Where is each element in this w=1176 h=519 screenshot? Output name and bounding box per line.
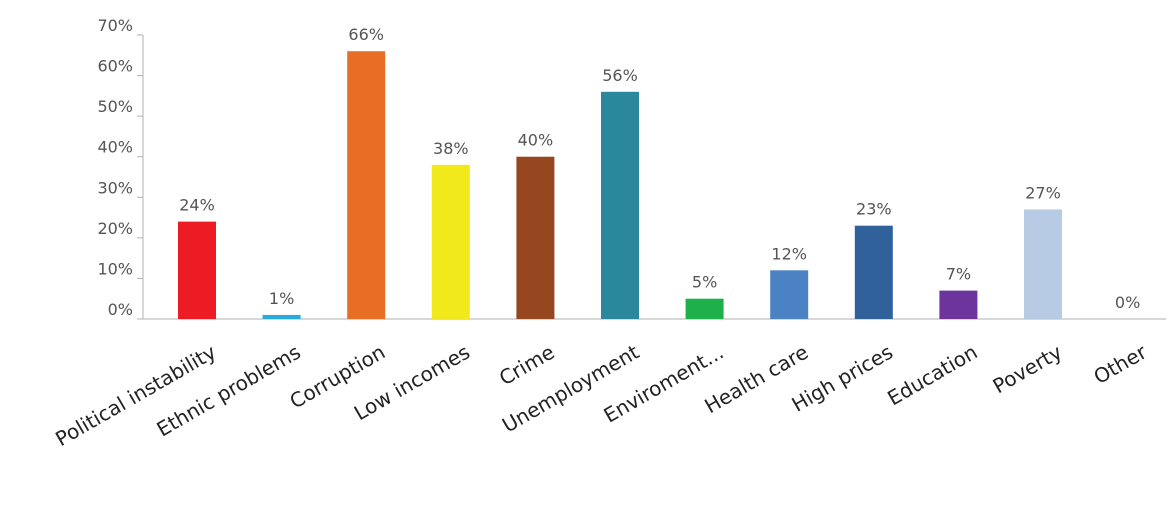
data-label: 24%: [179, 196, 215, 215]
data-label: 23%: [856, 200, 892, 219]
data-label: 56%: [602, 66, 638, 85]
data-label: 12%: [771, 244, 807, 263]
y-tick-label: 0%: [108, 300, 133, 319]
bar: [347, 51, 386, 319]
bar: [516, 156, 555, 319]
data-label: 38%: [433, 139, 469, 158]
data-label: 1%: [269, 289, 294, 308]
x-category-label: Education: [883, 340, 981, 411]
data-label: 0%: [1115, 293, 1140, 312]
bar: [178, 221, 216, 319]
x-category-label: Poverty: [989, 340, 1067, 399]
bar: [262, 314, 301, 319]
data-labels: 24% 1% 66% 38% 40% 56% 5% 12% 23% 7% 27% 0%: [179, 25, 1140, 312]
data-label: 5%: [692, 273, 717, 292]
x-category-label: Other: [1090, 339, 1152, 389]
bar: [770, 270, 809, 319]
bar: [939, 290, 978, 319]
y-tick-label: 30%: [97, 178, 133, 197]
x-category-label: Ethnic problems: [152, 340, 304, 442]
data-label: 7%: [946, 265, 971, 284]
data-label: 66%: [348, 25, 384, 44]
y-tick-label: 70%: [97, 16, 133, 35]
bar: [431, 164, 470, 319]
y-axis: 0% 10% 20% 30% 40% 50% 60% 70%: [97, 16, 1166, 320]
y-tick-label: 50%: [97, 97, 133, 116]
bar: [601, 91, 639, 319]
y-tick-label: 10%: [97, 259, 133, 278]
bars: [178, 51, 1062, 319]
bar: [854, 225, 893, 319]
data-label: 27%: [1025, 183, 1061, 202]
y-tick-label: 20%: [97, 219, 133, 238]
bar: [1024, 209, 1062, 319]
data-label: 40%: [518, 131, 554, 150]
x-category-label: Crime: [495, 340, 559, 391]
bar: [685, 298, 724, 319]
y-tick-label: 40%: [97, 138, 133, 157]
y-tick-label: 60%: [97, 57, 133, 76]
